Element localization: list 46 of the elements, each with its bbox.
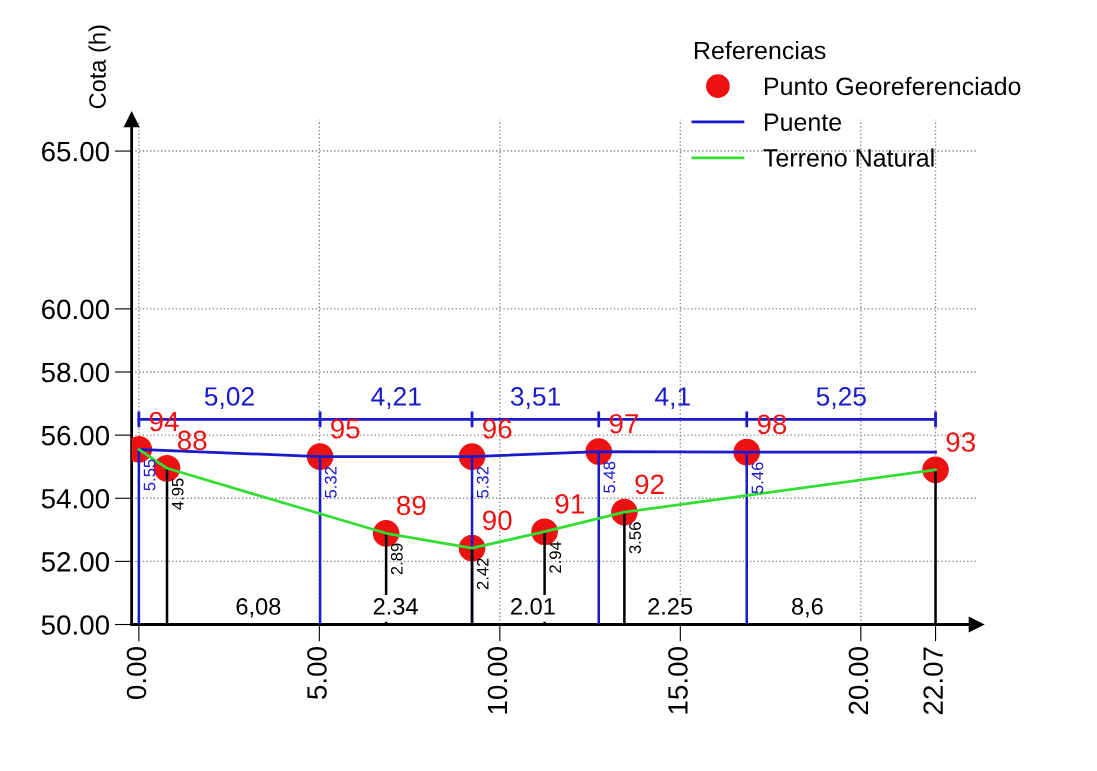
annotation: 92 (635, 474, 664, 495)
annotation: 95 (331, 418, 360, 439)
annotation: 90 (483, 510, 512, 531)
annotation: 5,02 (204, 387, 254, 409)
legend-title: Referencias (694, 41, 826, 60)
y-tick-label: 56.00 (41, 425, 110, 446)
data-label: 4.95 (171, 478, 184, 510)
data-label: 5.48 (603, 461, 616, 493)
x-tick-label: 0.00 (126, 647, 147, 700)
x-tick-label: 20.00 (848, 647, 869, 715)
annotation: 2.34 (373, 598, 418, 615)
y-tick-label: 54.00 (41, 488, 110, 509)
annotation: 2.25 (648, 598, 693, 615)
x-tick-label: 22.07 (923, 647, 943, 715)
annotation: 93 (946, 432, 975, 452)
y-tick-label: 52.00 (41, 552, 110, 572)
data-label: 2.94 (549, 541, 562, 573)
y-tick-label: 58.00 (41, 362, 110, 383)
y-tick-label: 65.00 (42, 141, 110, 162)
annotation: 91 (555, 494, 584, 514)
y-tick-label: 60.00 (42, 299, 110, 320)
annotation: 6,08 (236, 598, 281, 618)
y-tick-label: 50.00 (41, 615, 110, 635)
x-tick-label: 5.00 (307, 647, 327, 699)
legend-label: Punto Georeferenciado (764, 76, 1021, 96)
annotation: 8,6 (792, 598, 823, 618)
annotation: 2.01 (511, 598, 555, 615)
annotation: 96 (483, 418, 512, 439)
data-label: 5.32 (324, 466, 337, 498)
data-label: 2.42 (476, 558, 489, 590)
data-label: 5.55 (143, 459, 156, 491)
annotation: 89 (397, 495, 426, 516)
x-tick-label: 15.00 (668, 647, 688, 714)
annotation: 3,51 (510, 387, 560, 409)
data-label: 5.46 (751, 462, 764, 494)
legend-label: Puente (764, 113, 842, 131)
annotation: 4,1 (655, 387, 690, 409)
x-tick-label: 10.00 (487, 647, 508, 714)
legend-label: Terreno Natural (763, 148, 934, 167)
annotation: 4,21 (371, 387, 421, 409)
data-label: 5.32 (476, 466, 489, 498)
annotation: 88 (177, 430, 207, 451)
data-label: 2.89 (390, 543, 403, 575)
data-label: 3.56 (629, 522, 641, 554)
annotation: 5,25 (816, 387, 866, 409)
y-axis-title: Cota (h) (88, 25, 111, 109)
